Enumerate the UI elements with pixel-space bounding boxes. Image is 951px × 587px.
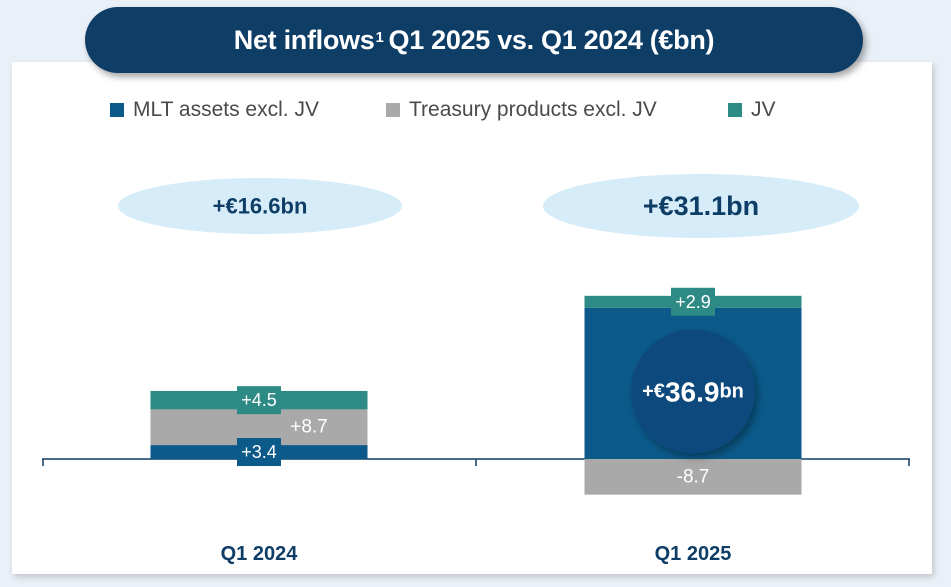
total-label-0: +€16.6bn bbox=[213, 194, 308, 219]
data-label-mlt-1: +€36.9bn bbox=[642, 376, 744, 407]
title-main: Net inflows bbox=[233, 24, 375, 55]
legend-label-jv: JV bbox=[751, 98, 776, 121]
mlt-highlight-unit: bn bbox=[719, 380, 743, 402]
mlt-highlight-circle bbox=[631, 329, 755, 454]
category-label-0: Q1 2024 bbox=[221, 543, 299, 565]
chart-title: Net inflows 1 Q1 2025 vs. Q1 2024 (€bn) bbox=[85, 7, 863, 73]
mlt-highlight-prefix: +€ bbox=[642, 380, 665, 402]
data-label-treasury-0: +8.7 bbox=[290, 417, 328, 438]
data-label-box-mlt-0 bbox=[237, 438, 281, 467]
data-label-mlt-0: +3.4 bbox=[241, 442, 277, 462]
data-label-box-jv-0 bbox=[237, 386, 281, 415]
data-label-treasury-1: -8.7 bbox=[677, 466, 710, 487]
bar-treasury-1 bbox=[584, 459, 802, 495]
total-ellipse-0 bbox=[118, 178, 402, 234]
legend-swatch-jv bbox=[728, 103, 742, 117]
data-label-jv-0: +4.5 bbox=[241, 390, 277, 410]
legend-item-mlt: MLT assets excl. JV bbox=[110, 98, 319, 122]
legend-label-treasury: Treasury products excl. JV bbox=[409, 98, 657, 121]
legend-swatch-mlt bbox=[110, 103, 124, 117]
legend: MLT assets excl. JV Treasury products ex… bbox=[0, 98, 951, 128]
legend-item-treasury: Treasury products excl. JV bbox=[386, 98, 657, 122]
legend-item-jv: JV bbox=[728, 98, 776, 122]
total-ellipse-1 bbox=[543, 174, 859, 238]
title-footnote-mark: 1 bbox=[375, 28, 384, 46]
title-rest: Q1 2025 vs. Q1 2024 (€bn) bbox=[388, 24, 715, 55]
total-label-1: +€31.1bn bbox=[643, 191, 759, 221]
data-label-jv-1: +2.9 bbox=[675, 292, 711, 312]
data-label-box-jv-1 bbox=[671, 287, 715, 316]
mlt-highlight-value: 36.9 bbox=[665, 376, 720, 407]
category-label-1: Q1 2025 bbox=[655, 543, 732, 565]
legend-swatch-treasury bbox=[386, 103, 400, 117]
legend-label-mlt: MLT assets excl. JV bbox=[133, 98, 319, 121]
